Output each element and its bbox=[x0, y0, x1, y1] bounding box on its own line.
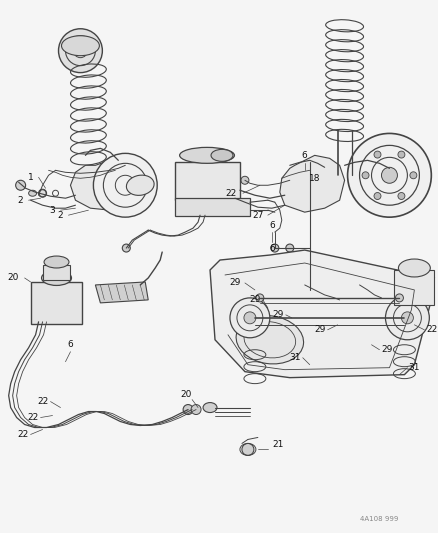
Text: 22: 22 bbox=[37, 397, 48, 406]
Circle shape bbox=[191, 405, 201, 415]
Circle shape bbox=[39, 190, 46, 197]
Text: 2: 2 bbox=[57, 211, 63, 220]
Text: 18: 18 bbox=[308, 174, 320, 183]
Ellipse shape bbox=[126, 175, 154, 196]
Polygon shape bbox=[279, 155, 344, 212]
Text: 29: 29 bbox=[381, 345, 392, 354]
Circle shape bbox=[255, 294, 263, 302]
Circle shape bbox=[385, 296, 428, 340]
Text: 21: 21 bbox=[272, 440, 283, 449]
Circle shape bbox=[93, 154, 157, 217]
Bar bbox=[394, 270, 433, 305]
Text: 29: 29 bbox=[272, 310, 283, 319]
Ellipse shape bbox=[42, 270, 71, 286]
Circle shape bbox=[58, 29, 102, 72]
Circle shape bbox=[361, 172, 368, 179]
Text: 22: 22 bbox=[27, 413, 38, 422]
Ellipse shape bbox=[398, 259, 429, 277]
Circle shape bbox=[270, 244, 278, 252]
Text: 27: 27 bbox=[251, 211, 263, 220]
Text: 6: 6 bbox=[301, 151, 307, 160]
Text: 2: 2 bbox=[18, 196, 23, 205]
Circle shape bbox=[373, 192, 380, 199]
Circle shape bbox=[183, 405, 193, 415]
Circle shape bbox=[244, 312, 255, 324]
Circle shape bbox=[16, 180, 25, 190]
Text: 6: 6 bbox=[67, 340, 73, 349]
Text: 6: 6 bbox=[268, 221, 274, 230]
Text: 22: 22 bbox=[426, 325, 437, 334]
Text: 20: 20 bbox=[7, 273, 18, 282]
Circle shape bbox=[122, 244, 130, 252]
Ellipse shape bbox=[44, 256, 69, 268]
Text: 31: 31 bbox=[288, 353, 300, 362]
Circle shape bbox=[397, 192, 404, 199]
Circle shape bbox=[381, 167, 396, 183]
Ellipse shape bbox=[203, 402, 216, 413]
Bar bbox=[175, 198, 249, 216]
Ellipse shape bbox=[236, 316, 303, 364]
Circle shape bbox=[373, 151, 380, 158]
Text: 20: 20 bbox=[180, 390, 191, 399]
Text: 6: 6 bbox=[268, 244, 274, 253]
Ellipse shape bbox=[61, 36, 99, 55]
Polygon shape bbox=[95, 282, 148, 303]
Polygon shape bbox=[209, 250, 433, 378]
Text: 29: 29 bbox=[313, 325, 325, 334]
Circle shape bbox=[397, 151, 404, 158]
Bar bbox=[42, 265, 71, 280]
Text: 31: 31 bbox=[408, 363, 419, 372]
Circle shape bbox=[400, 312, 413, 324]
Polygon shape bbox=[71, 158, 135, 210]
Circle shape bbox=[285, 244, 293, 252]
Bar bbox=[175, 163, 240, 200]
Circle shape bbox=[395, 294, 403, 302]
Circle shape bbox=[409, 172, 416, 179]
Text: 22: 22 bbox=[225, 189, 236, 198]
Circle shape bbox=[39, 189, 46, 197]
Ellipse shape bbox=[179, 148, 234, 163]
Text: 4A108 999: 4A108 999 bbox=[360, 516, 398, 522]
Text: 29: 29 bbox=[229, 278, 240, 287]
Text: 3: 3 bbox=[49, 206, 55, 215]
Circle shape bbox=[347, 133, 431, 217]
Text: 1: 1 bbox=[28, 173, 33, 182]
Text: 22: 22 bbox=[17, 430, 28, 439]
Circle shape bbox=[240, 176, 248, 184]
Text: 29: 29 bbox=[249, 295, 260, 304]
Ellipse shape bbox=[211, 149, 233, 161]
Circle shape bbox=[241, 443, 253, 455]
Circle shape bbox=[230, 298, 269, 338]
Ellipse shape bbox=[28, 190, 36, 196]
Bar bbox=[31, 282, 82, 324]
